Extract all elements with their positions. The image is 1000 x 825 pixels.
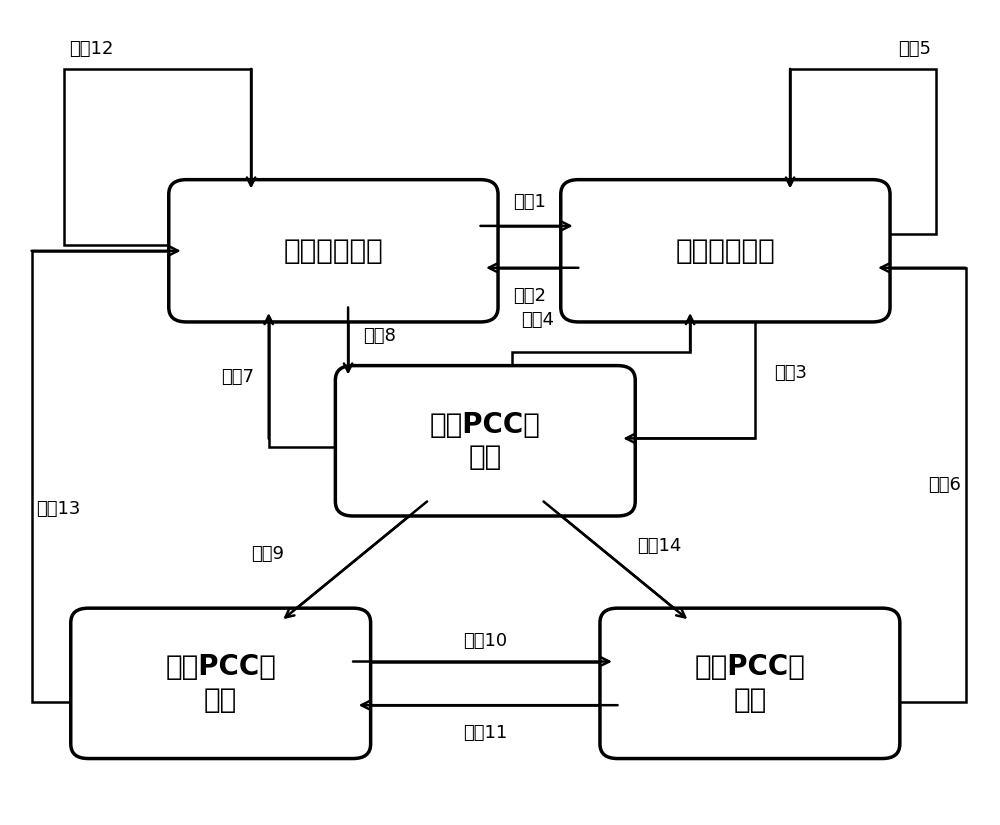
Text: 条件6: 条件6: [928, 476, 961, 493]
Text: 第一PCC子
模式: 第一PCC子 模式: [430, 411, 541, 471]
Text: 条件9: 条件9: [251, 545, 284, 563]
FancyBboxPatch shape: [169, 180, 498, 322]
Text: 条件13: 条件13: [36, 499, 81, 517]
Text: 定速巡航模式: 定速巡航模式: [676, 237, 775, 265]
Text: 第三PCC子
模式: 第三PCC子 模式: [694, 653, 805, 714]
FancyBboxPatch shape: [600, 608, 900, 758]
Text: 条件4: 条件4: [522, 310, 555, 328]
FancyBboxPatch shape: [561, 180, 890, 322]
Text: 条件5: 条件5: [898, 40, 931, 58]
FancyBboxPatch shape: [71, 608, 371, 758]
Text: 第二PCC子
模式: 第二PCC子 模式: [165, 653, 276, 714]
FancyBboxPatch shape: [335, 365, 635, 516]
Text: 人工驾驶模式: 人工驾驶模式: [284, 237, 383, 265]
Text: 条件3: 条件3: [774, 364, 807, 382]
Text: 条件12: 条件12: [69, 40, 113, 58]
Text: 条件10: 条件10: [463, 632, 507, 650]
Text: 条件1: 条件1: [513, 193, 546, 210]
Text: 条件14: 条件14: [637, 537, 682, 555]
Text: 条件8: 条件8: [363, 327, 396, 345]
Text: 条件7: 条件7: [221, 368, 254, 386]
Text: 条件11: 条件11: [463, 724, 507, 742]
Text: 条件2: 条件2: [513, 287, 546, 305]
